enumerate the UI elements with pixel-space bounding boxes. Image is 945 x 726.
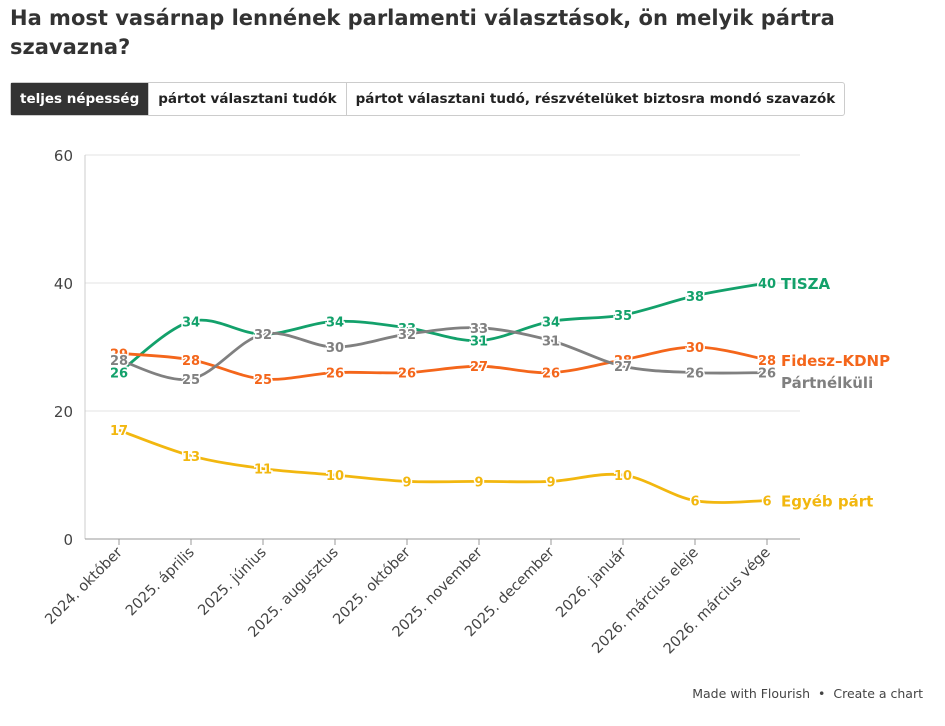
data-label: 25 (182, 373, 200, 388)
data-label: 34 (182, 315, 200, 330)
data-label: 28 (614, 354, 632, 369)
data-label: 34 (326, 315, 344, 330)
data-label: 38 (686, 290, 704, 305)
data-label: 26 (110, 367, 128, 382)
data-label: 17 (110, 424, 128, 439)
series-line (118, 326, 768, 381)
x-tick-label: 2025. október (330, 544, 413, 627)
x-tick-label: 2025. június (195, 545, 269, 619)
data-label: 26 (398, 367, 416, 382)
data-label: 9 (546, 475, 555, 490)
data-label: 26 (758, 367, 776, 382)
data-label: 32 (398, 328, 416, 343)
separator: • (818, 686, 826, 701)
data-label: 10 (326, 469, 344, 484)
data-label: 6 (762, 495, 771, 510)
data-label: 26 (326, 367, 344, 382)
data-label: 30 (326, 341, 344, 356)
series-label: Fidesz–KDNP (781, 352, 890, 370)
data-label: 27 (614, 360, 632, 375)
data-label: 26 (542, 367, 560, 382)
x-tick-label: 2026. január (553, 544, 630, 621)
data-label: 32 (254, 328, 272, 343)
data-label: 9 (474, 475, 483, 490)
data-label: 27 (470, 360, 488, 375)
data-label: 40 (758, 277, 776, 292)
tab-bar: teljes népesség pártot választani tudók … (10, 82, 846, 116)
series-label: Egyéb párt (781, 493, 873, 511)
data-label: 31 (542, 335, 560, 350)
x-tick-label: 2024. október (42, 544, 125, 627)
data-label: 6 (690, 495, 699, 510)
data-label: 33 (470, 322, 488, 337)
data-label: 30 (686, 341, 704, 356)
x-tick-label: 2025. április (123, 545, 198, 620)
data-label: 10 (614, 469, 632, 484)
data-label: 28 (110, 354, 128, 369)
data-label: 34 (542, 315, 560, 330)
data-label: 28 (182, 354, 200, 369)
data-label: 25 (254, 373, 272, 388)
data-label: 33 (398, 322, 416, 337)
data-label: 31 (470, 335, 488, 350)
tab[interactable]: pártot választani tudók (149, 83, 347, 115)
y-tick-label: 20 (54, 403, 73, 421)
series-line (118, 281, 768, 374)
tab[interactable]: pártot választani tudó, részvételüket bi… (355, 91, 836, 107)
series-line (118, 428, 768, 504)
data-label: 32 (254, 328, 272, 343)
footer-link[interactable]: Made with Flourish (692, 686, 811, 701)
chart-title: Ha most vasárnap lennének parlamenti vál… (10, 6, 835, 59)
footer-link[interactable]: Create a chart (833, 686, 923, 701)
y-tick-label: 60 (54, 147, 73, 165)
data-label: 28 (758, 354, 776, 369)
footer: Made with Flourish • Create a chart (690, 686, 925, 701)
y-tick-label: 40 (54, 275, 73, 293)
y-tick-label: 0 (63, 531, 73, 549)
series-line (118, 345, 768, 381)
series-label: TISZA (781, 275, 830, 293)
tab[interactable]: teljes népesség (11, 83, 150, 115)
data-label: 11 (254, 463, 272, 478)
data-label: 13 (182, 450, 200, 465)
series-label: Pártnélküli (781, 374, 873, 392)
data-label: 35 (614, 309, 632, 324)
data-label: 26 (686, 367, 704, 382)
data-label: 9 (402, 475, 411, 490)
data-label: 29 (110, 347, 128, 362)
